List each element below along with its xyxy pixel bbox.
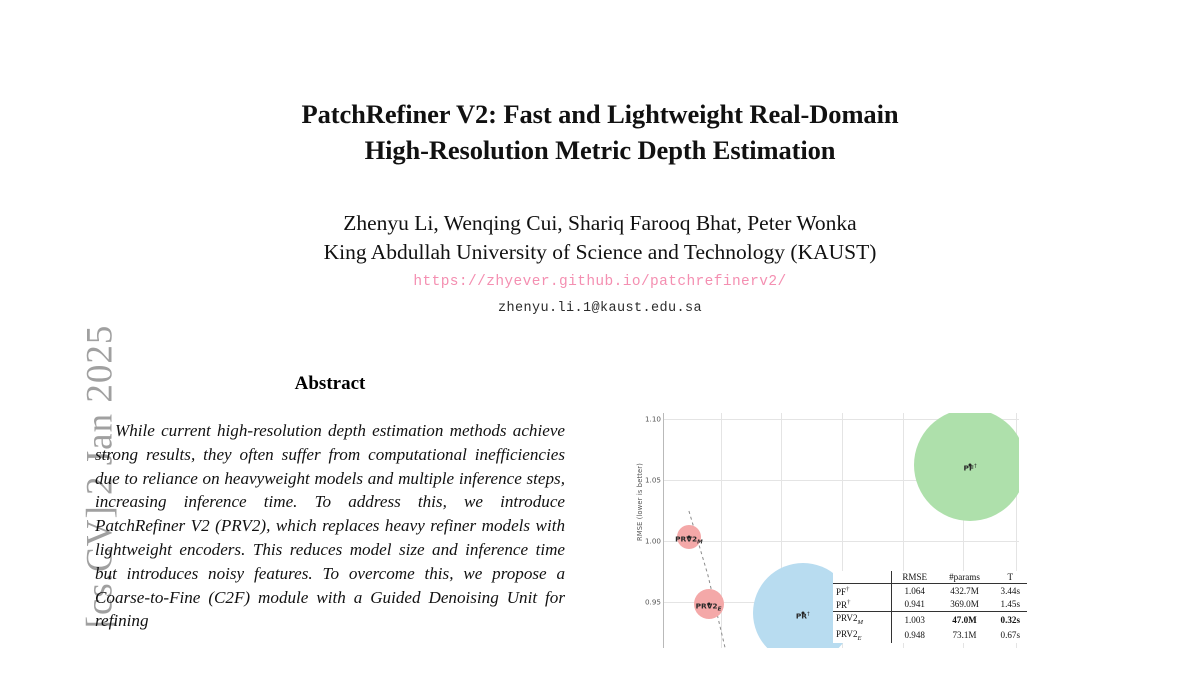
arxiv-stamp: [cs.CV] 2 Jan 2025 [0,0,121,648]
results-table-header-cell [833,571,892,585]
results-table-method-cell: PR† [833,597,892,612]
results-table-time-cell: 3.44s [1000,586,1020,597]
results-table-params-cell: 432.7M [950,586,979,597]
results-table-header-cell: #params [937,571,992,585]
results-table-time-cell: 0.67s [1000,629,1020,640]
results-table-row: PF† 1.064 432.7M 3.44s [833,583,1027,598]
page-title-line-1: PatchRefiner V2: Fast and Lightweight Re… [301,99,899,129]
teaser-figure: RMSE (lower is better) 1.10 1.05 1.00 0.95 0… [617,406,1027,648]
results-table-method-cell: PRV2M [833,611,892,628]
chart-point-marker [707,602,710,606]
results-table-rmse-cell: 1.064 [904,586,925,597]
results-table-header-cell: T [991,571,1027,585]
abstract-body: While current high-resolution depth esti… [95,421,565,631]
results-table-rmse-cell: 1.003 [891,611,938,628]
chart-point-marker [968,463,972,467]
chart-point-marker [801,611,805,615]
results-table: RMSE #params T PF† 1.064 432.7M 3.44s PR† 0.941 3… [833,571,1027,643]
abstract-heading: Abstract [294,373,366,394]
author-affiliation: King Abdullah University of Science and … [323,240,877,264]
results-table-rmse-cell: 0.941 [904,599,925,610]
page-title: PatchRefiner V2: Fast and Lightweight Re… [160,96,1040,168]
links-block: https://zhyever.github.io/patchrefinerv2… [160,272,1040,319]
results-table-header-cell: RMSE [891,571,938,585]
author-names: Zhenyu Li, Wenqing Cui, Shariq Farooq Bh… [343,211,857,235]
chart-point-marker [687,535,691,539]
chart-y-tick: 1.05 [644,475,661,485]
project-page-link[interactable]: https://zhyever.github.io/patchrefinerv2… [413,274,787,290]
chart-gridline-vertical [781,413,783,648]
author-block: Zhenyu Li, Wenqing Cui, Shariq Farooq Bh… [160,209,1040,267]
chart-y-axis-label: RMSE (lower is better) [636,463,644,541]
chart-bubble-pf† [914,413,1019,522]
chart-gridline-horizontal [664,540,1019,542]
chart-y-tick: 0.95 [644,597,661,607]
chart-gridline-vertical [963,413,965,648]
chart-gridline-vertical [902,413,904,648]
chart-gridline-horizontal [664,479,1019,481]
results-table-method-cell: PRV2E [833,627,892,643]
results-table-row: PRV2E 0.948 73.1M 0.67s [833,627,1027,643]
chart-gridline-vertical [720,413,722,648]
chart-gridline-vertical [842,413,843,648]
results-table-rmse-cell: 0.948 [904,629,925,640]
chart-gridline-vertical [1016,413,1018,648]
contact-email: zhenyu.li.1@kaust.edu.sa [497,301,703,316]
results-table-params-cell: 47.0M [937,611,992,628]
results-table-method-cell: PF† [833,583,892,598]
bubble-chart: RMSE (lower is better) 1.10 1.05 1.00 0.95 0… [617,406,1027,648]
results-table-time-cell: 1.45s [1000,599,1020,610]
chart-y-tick: 1.10 [644,414,661,424]
results-table-params-cell: 369.0M [950,599,979,610]
chart-y-tick: 1.00 [644,536,661,546]
results-table-params-cell: 73.1M [952,629,977,640]
chart-gridline-horizontal [664,419,1019,421]
results-table-row: PR† 0.941 369.0M 1.45s [833,597,1027,612]
page-title-line-2: High-Resolution Metric Depth Estimation [364,135,836,165]
abstract-section: Abstract While current high-resolution d… [95,373,565,633]
results-table-row: PRV2M 1.003 47.0M 0.32s [833,611,1027,628]
results-table-header-row: RMSE #params T [833,571,1027,585]
results-table-time-cell: 0.32s [991,611,1027,628]
